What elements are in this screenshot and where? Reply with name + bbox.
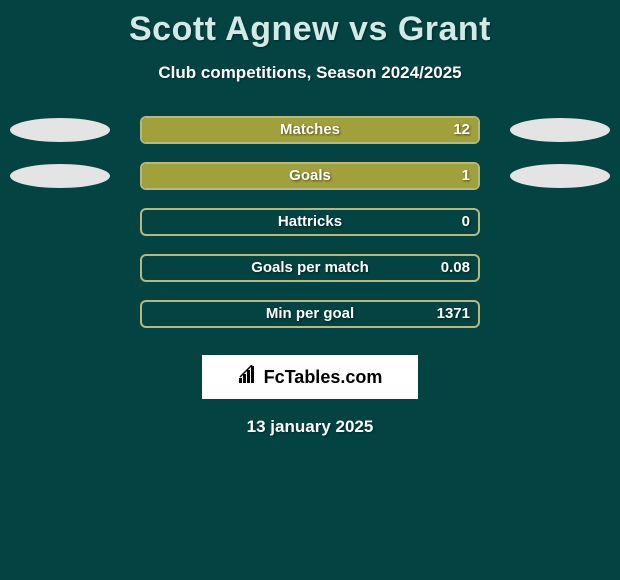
credit-box: FcTables.com xyxy=(202,355,418,399)
player-right-ellipse xyxy=(510,164,610,188)
player-left-ellipse xyxy=(10,118,110,142)
player-right-ellipse xyxy=(510,118,610,142)
credit-text: FcTables.com xyxy=(264,367,383,388)
stat-label: Goals per match xyxy=(142,259,478,276)
stat-bar: Goals per match0.08 xyxy=(140,254,480,282)
stat-bar: Matches12 xyxy=(140,116,480,144)
credit-chart-icon xyxy=(238,365,260,390)
page-title: Scott Agnew vs Grant xyxy=(0,0,620,49)
stat-label: Min per goal xyxy=(142,305,478,322)
date-text: 13 january 2025 xyxy=(0,399,620,437)
stat-bar: Hattricks0 xyxy=(140,208,480,236)
stat-row: Goals per match0.08 xyxy=(0,245,620,291)
player-left-ellipse xyxy=(10,164,110,188)
subtitle: Club competitions, Season 2024/2025 xyxy=(0,49,620,83)
stat-value: 1 xyxy=(462,167,470,184)
stat-label: Hattricks xyxy=(142,213,478,230)
stat-rows: Matches12 Goals1 Hattricks0 Goals per match… xyxy=(0,107,620,337)
stat-value: 12 xyxy=(453,121,470,138)
stat-label: Matches xyxy=(142,121,478,138)
stat-row: Goals1 xyxy=(0,153,620,199)
stat-bar: Goals1 xyxy=(140,162,480,190)
stat-value: 0 xyxy=(462,213,470,230)
stat-label: Goals xyxy=(142,167,478,184)
stat-row: Matches12 xyxy=(0,107,620,153)
stat-bar: Min per goal1371 xyxy=(140,300,480,328)
stat-row: Min per goal1371 xyxy=(0,291,620,337)
stat-value: 1371 xyxy=(437,305,470,322)
stat-value: 0.08 xyxy=(441,259,470,276)
stat-row: Hattricks0 xyxy=(0,199,620,245)
